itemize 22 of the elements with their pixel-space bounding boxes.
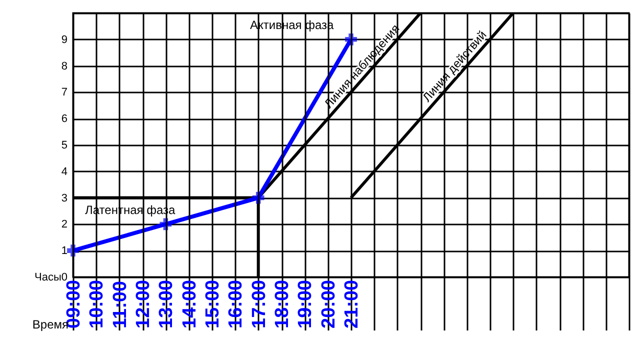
x-tick-label: 14:00: [179, 280, 200, 328]
y-tick-label: 3: [61, 192, 68, 204]
x-tick-label: 11:00: [110, 280, 131, 328]
y-tick-label: 7: [61, 86, 68, 99]
x-tick-label: 19:00: [295, 280, 316, 328]
x-tick-label: 15:00: [202, 280, 224, 328]
x-tick-label: 16:00: [226, 280, 247, 328]
x-tick-label: 10:00: [86, 280, 108, 328]
y-tick-label: 6: [61, 113, 68, 126]
y-tick-label: 2: [61, 218, 68, 231]
y-tick-label: 9: [61, 34, 68, 46]
y-tick-label: 4: [61, 166, 68, 178]
y-tick-label: 1: [61, 245, 68, 258]
y-tick-label: 8: [61, 60, 68, 72]
y-tick-label: Часы0: [34, 272, 68, 284]
x-tick-label: 18:00: [272, 280, 293, 328]
x-tick-label: 13:00: [156, 280, 178, 328]
x-tick-label: 20:00: [318, 280, 340, 328]
x-tick-label: 21:00: [342, 280, 362, 328]
y-tick-label: 5: [61, 140, 68, 152]
x-tick-label: 17:00: [248, 280, 270, 328]
x-tick-label: 12:00: [133, 280, 154, 328]
